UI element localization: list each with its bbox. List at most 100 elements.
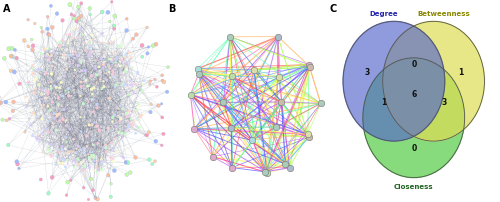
Point [108, 59, 116, 62]
Point [14, 163, 22, 166]
Point [62, 90, 70, 93]
Point [115, 132, 123, 135]
Point [105, 58, 113, 61]
Point [76, 95, 84, 98]
Point [46, 61, 54, 65]
Point [40, 101, 48, 104]
Point [138, 114, 146, 117]
Text: 3: 3 [364, 67, 370, 76]
Point [39, 89, 47, 92]
Point [91, 66, 99, 69]
Text: Closeness: Closeness [394, 183, 434, 189]
Point [108, 1, 116, 4]
Point [104, 174, 112, 177]
Point [123, 66, 131, 69]
Point [90, 144, 98, 147]
Point [122, 128, 130, 131]
Point [20, 40, 28, 43]
Point [132, 83, 140, 87]
Point [96, 78, 104, 82]
Point [64, 162, 72, 166]
Point [304, 136, 312, 139]
Point [63, 68, 71, 72]
Point [121, 70, 129, 73]
Point [84, 153, 92, 156]
Point [37, 60, 45, 63]
Point [85, 41, 93, 44]
Point [128, 57, 136, 60]
Point [88, 98, 96, 101]
Text: Degree: Degree [369, 11, 398, 17]
Point [64, 88, 72, 91]
Point [88, 123, 96, 126]
Point [111, 38, 119, 42]
Point [100, 160, 108, 163]
Point [138, 83, 146, 86]
Point [24, 19, 32, 22]
Point [124, 161, 132, 164]
Point [77, 3, 85, 6]
Point [76, 28, 84, 31]
Point [122, 67, 130, 70]
Point [250, 69, 258, 72]
Point [40, 48, 48, 51]
Point [80, 42, 88, 45]
Point [124, 123, 132, 126]
Point [95, 139, 103, 142]
Point [58, 162, 66, 165]
Point [66, 128, 74, 131]
Point [92, 81, 100, 84]
Point [134, 72, 142, 75]
Point [47, 87, 55, 91]
Point [108, 140, 116, 144]
Point [24, 45, 32, 49]
Point [54, 103, 62, 106]
Point [56, 119, 64, 123]
Point [143, 134, 151, 137]
Point [58, 20, 66, 23]
Point [99, 67, 107, 70]
Point [108, 157, 116, 160]
Point [43, 55, 51, 58]
Circle shape [363, 59, 464, 178]
Point [88, 39, 96, 42]
Point [122, 30, 130, 33]
Point [48, 176, 56, 179]
Point [160, 81, 168, 84]
Point [77, 81, 85, 84]
Point [118, 59, 126, 62]
Point [186, 94, 194, 97]
Point [64, 55, 72, 58]
Point [92, 74, 100, 77]
Point [86, 151, 94, 154]
Point [143, 27, 151, 30]
Point [52, 86, 60, 90]
Point [228, 76, 236, 79]
Point [62, 165, 70, 169]
Point [9, 110, 17, 113]
Point [63, 158, 71, 162]
Point [72, 147, 80, 151]
Point [305, 64, 313, 67]
Point [30, 92, 38, 95]
Point [70, 18, 78, 21]
Point [46, 56, 54, 59]
Point [88, 154, 96, 157]
Point [90, 154, 98, 157]
Point [46, 109, 54, 112]
Point [38, 94, 46, 97]
Point [46, 34, 54, 37]
Point [228, 166, 236, 169]
Point [33, 130, 41, 134]
Point [90, 157, 98, 160]
Point [68, 63, 76, 66]
Point [88, 88, 96, 92]
Point [8, 56, 16, 59]
Point [66, 61, 74, 64]
Point [64, 131, 72, 134]
Circle shape [343, 22, 445, 141]
Point [99, 160, 107, 163]
Point [110, 147, 118, 150]
Point [152, 140, 160, 143]
Point [90, 110, 98, 114]
